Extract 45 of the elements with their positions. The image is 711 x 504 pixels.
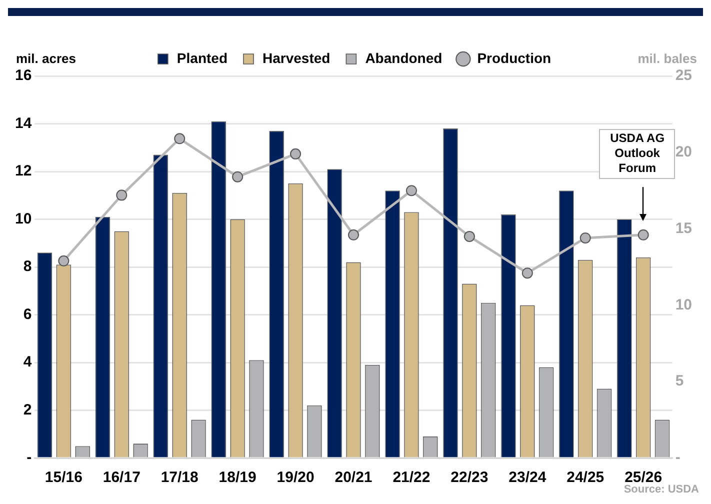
y-tick-label: 14 (14, 114, 32, 132)
legend-label: Abandoned (365, 50, 442, 66)
point (464, 230, 475, 242)
point (638, 229, 649, 240)
y-tick-label: 12 (14, 162, 32, 180)
point (58, 255, 70, 266)
x-tick-label: 21/22 (392, 469, 430, 486)
point (232, 171, 244, 182)
y-tick-label: 16 (14, 67, 32, 84)
y2-axis-title: mil. bales (638, 51, 697, 66)
point (348, 229, 359, 240)
y2-tick-label: 10 (675, 296, 692, 314)
y-tick-label: 6 (23, 306, 32, 323)
x-tick-label: 25/26 (624, 469, 662, 486)
x-tick-label: 24/25 (566, 469, 604, 486)
x-tick-label: 19/20 (276, 469, 314, 486)
y-tick-label: 4 (23, 354, 32, 371)
x-tick-label: 15/16 (44, 469, 82, 486)
y2-tick-label: 20 (675, 144, 692, 161)
point (290, 148, 302, 160)
point (116, 190, 128, 201)
y2-tick-label: - (675, 449, 680, 466)
y-tick-label: 10 (14, 210, 32, 228)
x-tick-label: 23/24 (508, 469, 547, 486)
x-tick-label: 18/19 (218, 469, 256, 486)
legend-label: Planted (176, 50, 228, 66)
source-note: Source: USDA (624, 484, 700, 496)
x-tick-label: 22/23 (450, 469, 488, 486)
y2-tick-label: 25 (675, 67, 692, 84)
x-tick-label: 17/18 (160, 469, 198, 486)
y-axis-title: mil. acres (16, 51, 76, 66)
y2-tick-label: 5 (675, 372, 684, 390)
x-tick-label: 16/17 (102, 469, 140, 486)
y2-tick-label: 15 (675, 220, 692, 237)
y-tick-label: 8 (23, 258, 32, 276)
x-tick-label: 20/21 (334, 469, 372, 486)
legend-label: Harvested (262, 50, 330, 66)
point (580, 232, 591, 244)
legend-label: Production (477, 50, 552, 66)
y-tick-label: 2 (23, 401, 32, 418)
annotation: USDA AG Outlook Forum (609, 131, 666, 176)
point (406, 185, 417, 196)
point (522, 268, 533, 279)
y-tick-label: - (26, 449, 32, 466)
point (174, 133, 186, 144)
